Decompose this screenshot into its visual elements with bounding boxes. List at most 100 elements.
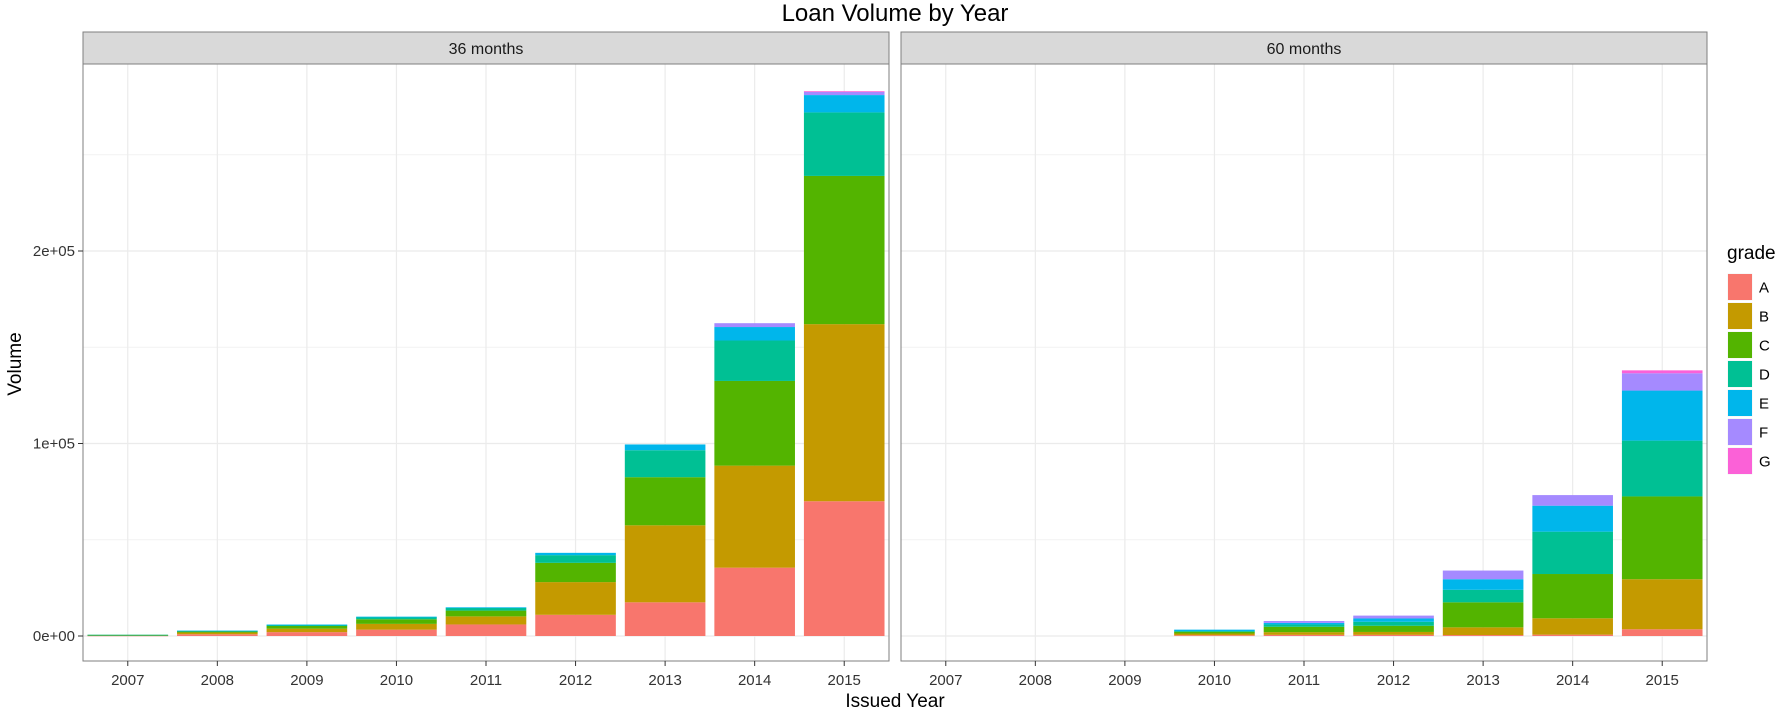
bar-segment [177, 630, 258, 632]
legend-swatch [1728, 361, 1752, 387]
legend-swatch [1728, 448, 1752, 474]
bar-segment [1442, 570, 1524, 580]
bar-segment [1174, 633, 1255, 636]
bar-segment [177, 631, 258, 633]
bar-segment [1263, 620, 1345, 623]
x-tick-label: 2014 [738, 672, 771, 689]
bar-segment [535, 614, 616, 636]
bar-segment [445, 624, 527, 636]
bar-segment [1263, 632, 1345, 635]
bar-segment [624, 444, 706, 451]
legend-title: grade [1727, 243, 1776, 264]
x-tick-label: 2013 [648, 672, 681, 689]
bar-segment [1532, 495, 1613, 506]
bar-segment [1442, 579, 1524, 590]
bar-segment [803, 91, 885, 96]
bar-segment [1353, 618, 1434, 622]
facet-strip-label: 36 months [449, 41, 524, 58]
bar-segment [714, 465, 795, 568]
bar-segment [624, 450, 706, 478]
bar-segment [1353, 625, 1434, 632]
bar-segment [445, 607, 527, 611]
x-tick-label: 2012 [559, 672, 592, 689]
bar-segment [624, 602, 706, 636]
legend-swatch [1728, 390, 1752, 416]
legend-swatch [1728, 419, 1752, 445]
x-axis-label: Issued Year [845, 691, 945, 712]
bar-segment [266, 624, 348, 626]
y-tick-label: 2e+05 [33, 243, 75, 260]
x-tick-label: 2010 [1198, 672, 1231, 689]
legend-label: C [1759, 338, 1770, 355]
x-tick-label: 2015 [1646, 672, 1679, 689]
chart-title: Loan Volume by Year [782, 0, 1009, 27]
bar-segment [1532, 505, 1613, 532]
bar-segment [1621, 390, 1703, 441]
bar-segment [803, 501, 885, 636]
bar-segment [1442, 589, 1524, 603]
bar-segment [1532, 531, 1613, 575]
bar-segment [266, 632, 348, 636]
bar-segment [803, 324, 885, 502]
y-tick-label: 0e+00 [33, 628, 75, 645]
bar-segment [177, 632, 258, 635]
legend-swatch [1728, 303, 1752, 329]
bar-segment [356, 619, 437, 624]
x-tick-label: 2009 [1108, 672, 1141, 689]
bar-segment [1263, 634, 1345, 636]
bar-segment [714, 567, 795, 636]
legend-swatch [1728, 274, 1752, 300]
legend-label: E [1759, 396, 1769, 413]
bar-segment [356, 616, 437, 618]
bar-segment [445, 607, 527, 609]
legend-label: A [1759, 280, 1769, 297]
bar-segment [1621, 579, 1703, 630]
legend-label: F [1759, 425, 1768, 442]
bar-segment [803, 175, 885, 325]
bar-segment [803, 112, 885, 176]
x-tick-label: 2011 [1288, 672, 1320, 689]
bar-segment [1442, 627, 1524, 636]
facet-strip-label: 60 months [1267, 41, 1342, 58]
bar-segment [266, 628, 348, 633]
plot-layer: 36 months 2007 2008 2009 2010 2011 2012 2013 201… [33, 31, 1708, 689]
x-tick-label: 2008 [1019, 672, 1052, 689]
bar-segment [714, 380, 795, 466]
bar-segment [445, 610, 527, 617]
bar-segment [1353, 631, 1434, 635]
bar-segment [266, 624, 348, 626]
bar-segment [535, 582, 616, 615]
bar-segment [1442, 602, 1524, 628]
x-tick-label: 2013 [1466, 672, 1499, 689]
x-tick-label: 2012 [1377, 672, 1410, 689]
bar-segment [714, 327, 795, 341]
bar-segment [266, 625, 348, 629]
bar-segment [714, 323, 795, 328]
bar-segment [803, 91, 885, 93]
bar-segment [535, 552, 616, 556]
x-tick-label: 2008 [201, 672, 234, 689]
bar-segment [714, 340, 795, 381]
x-tick-label: 2007 [111, 672, 144, 689]
bar-segment [445, 616, 527, 625]
bar-segment [535, 555, 616, 563]
bar-segment [1174, 630, 1255, 632]
x-tick-label: 2015 [828, 672, 861, 689]
bar-segment [356, 623, 437, 630]
bar-segment [1353, 621, 1434, 626]
x-tick-label: 2007 [929, 672, 962, 689]
bar-segment [1621, 370, 1703, 374]
bar-segment [1621, 440, 1703, 497]
bar-segment [356, 617, 437, 620]
bar-segment [803, 95, 885, 113]
legend-label: G [1759, 454, 1771, 471]
y-tick-label: 1e+05 [33, 436, 75, 453]
bar-segment [1263, 624, 1345, 627]
bar-segment [356, 629, 437, 636]
bar-segment [1621, 373, 1703, 391]
bar-segment [1174, 631, 1255, 634]
bar-segment [535, 562, 616, 583]
